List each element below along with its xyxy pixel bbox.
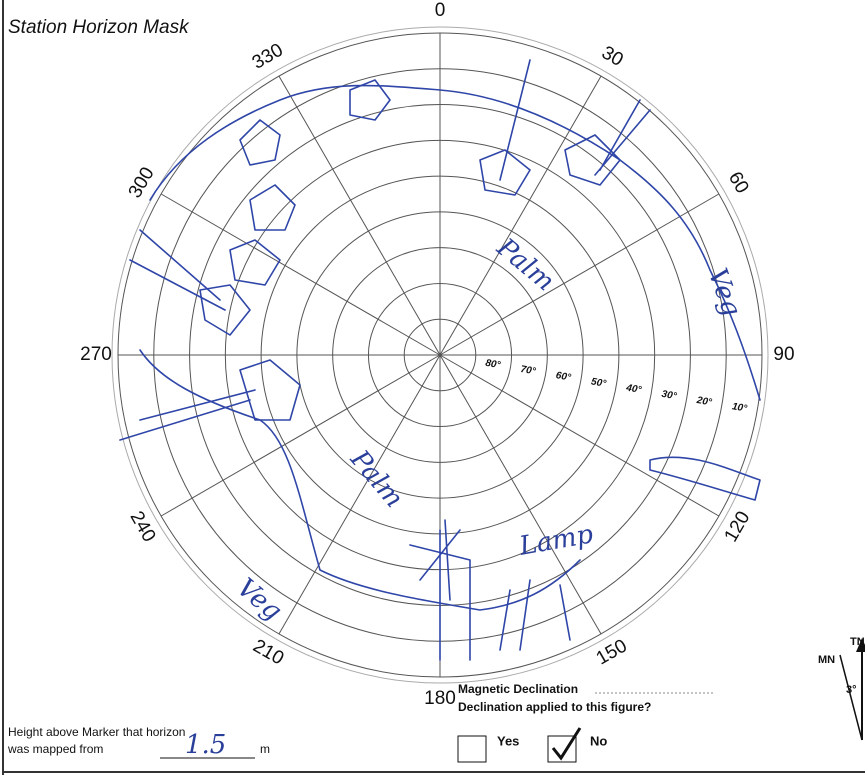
no-checkbox[interactable] xyxy=(547,735,577,763)
azimuth-line xyxy=(439,75,602,356)
declination-title: Magnetic Declination xyxy=(458,682,578,696)
elevation-label: 10° xyxy=(731,401,749,415)
elevation-label: 40° xyxy=(624,382,643,396)
azimuth-label: 180 xyxy=(424,688,456,709)
true-north-arrow xyxy=(856,638,865,652)
elevation-label: 80° xyxy=(484,358,502,372)
azimuth-line xyxy=(160,193,441,356)
elevation-label: 70° xyxy=(520,364,538,378)
azimuth-line xyxy=(439,354,602,635)
elevation-label: 30° xyxy=(661,389,679,403)
height-unit: m xyxy=(260,742,270,756)
azimuth-line xyxy=(278,354,441,635)
azimuth-label: 0 xyxy=(435,0,446,21)
azimuth-label: 270 xyxy=(80,344,112,365)
yes-label: Yes xyxy=(497,733,519,748)
yes-checkbox[interactable] xyxy=(457,735,487,763)
tree-sketch xyxy=(199,79,621,421)
height-note-line2: was mapped from xyxy=(7,742,103,756)
height-value: 1.5 xyxy=(185,730,226,760)
horizon-sketch xyxy=(119,59,761,661)
title: Station Horizon Mask xyxy=(8,17,190,38)
mn-label: MN xyxy=(818,654,835,666)
azimuth-line xyxy=(439,193,720,356)
lamp-sketch xyxy=(409,519,471,661)
tn-label: TN xyxy=(850,636,865,648)
declination-question: Declination applied to this figure? xyxy=(458,700,651,714)
elevation-label: 60° xyxy=(555,370,573,384)
elevation-label: 20° xyxy=(695,395,714,409)
horizon-trace xyxy=(139,349,581,611)
branch-sketch xyxy=(119,59,651,441)
magnetic-north-line xyxy=(839,654,863,741)
height-note-line1: Height above Marker that horizon xyxy=(8,725,185,739)
pole-sketch xyxy=(499,579,571,651)
no-label: No xyxy=(590,733,607,748)
compass: TN MN 3° xyxy=(818,636,865,741)
angle-label: 3° xyxy=(846,684,857,696)
checkmark xyxy=(551,727,582,761)
azimuth-line xyxy=(278,75,441,356)
roof-sketch xyxy=(649,456,761,501)
azimuth-line xyxy=(439,354,720,517)
azimuth-label: 90 xyxy=(773,344,794,365)
azimuth-line xyxy=(160,354,441,517)
elevation-label: 50° xyxy=(590,376,608,390)
outer-ring xyxy=(111,26,769,684)
